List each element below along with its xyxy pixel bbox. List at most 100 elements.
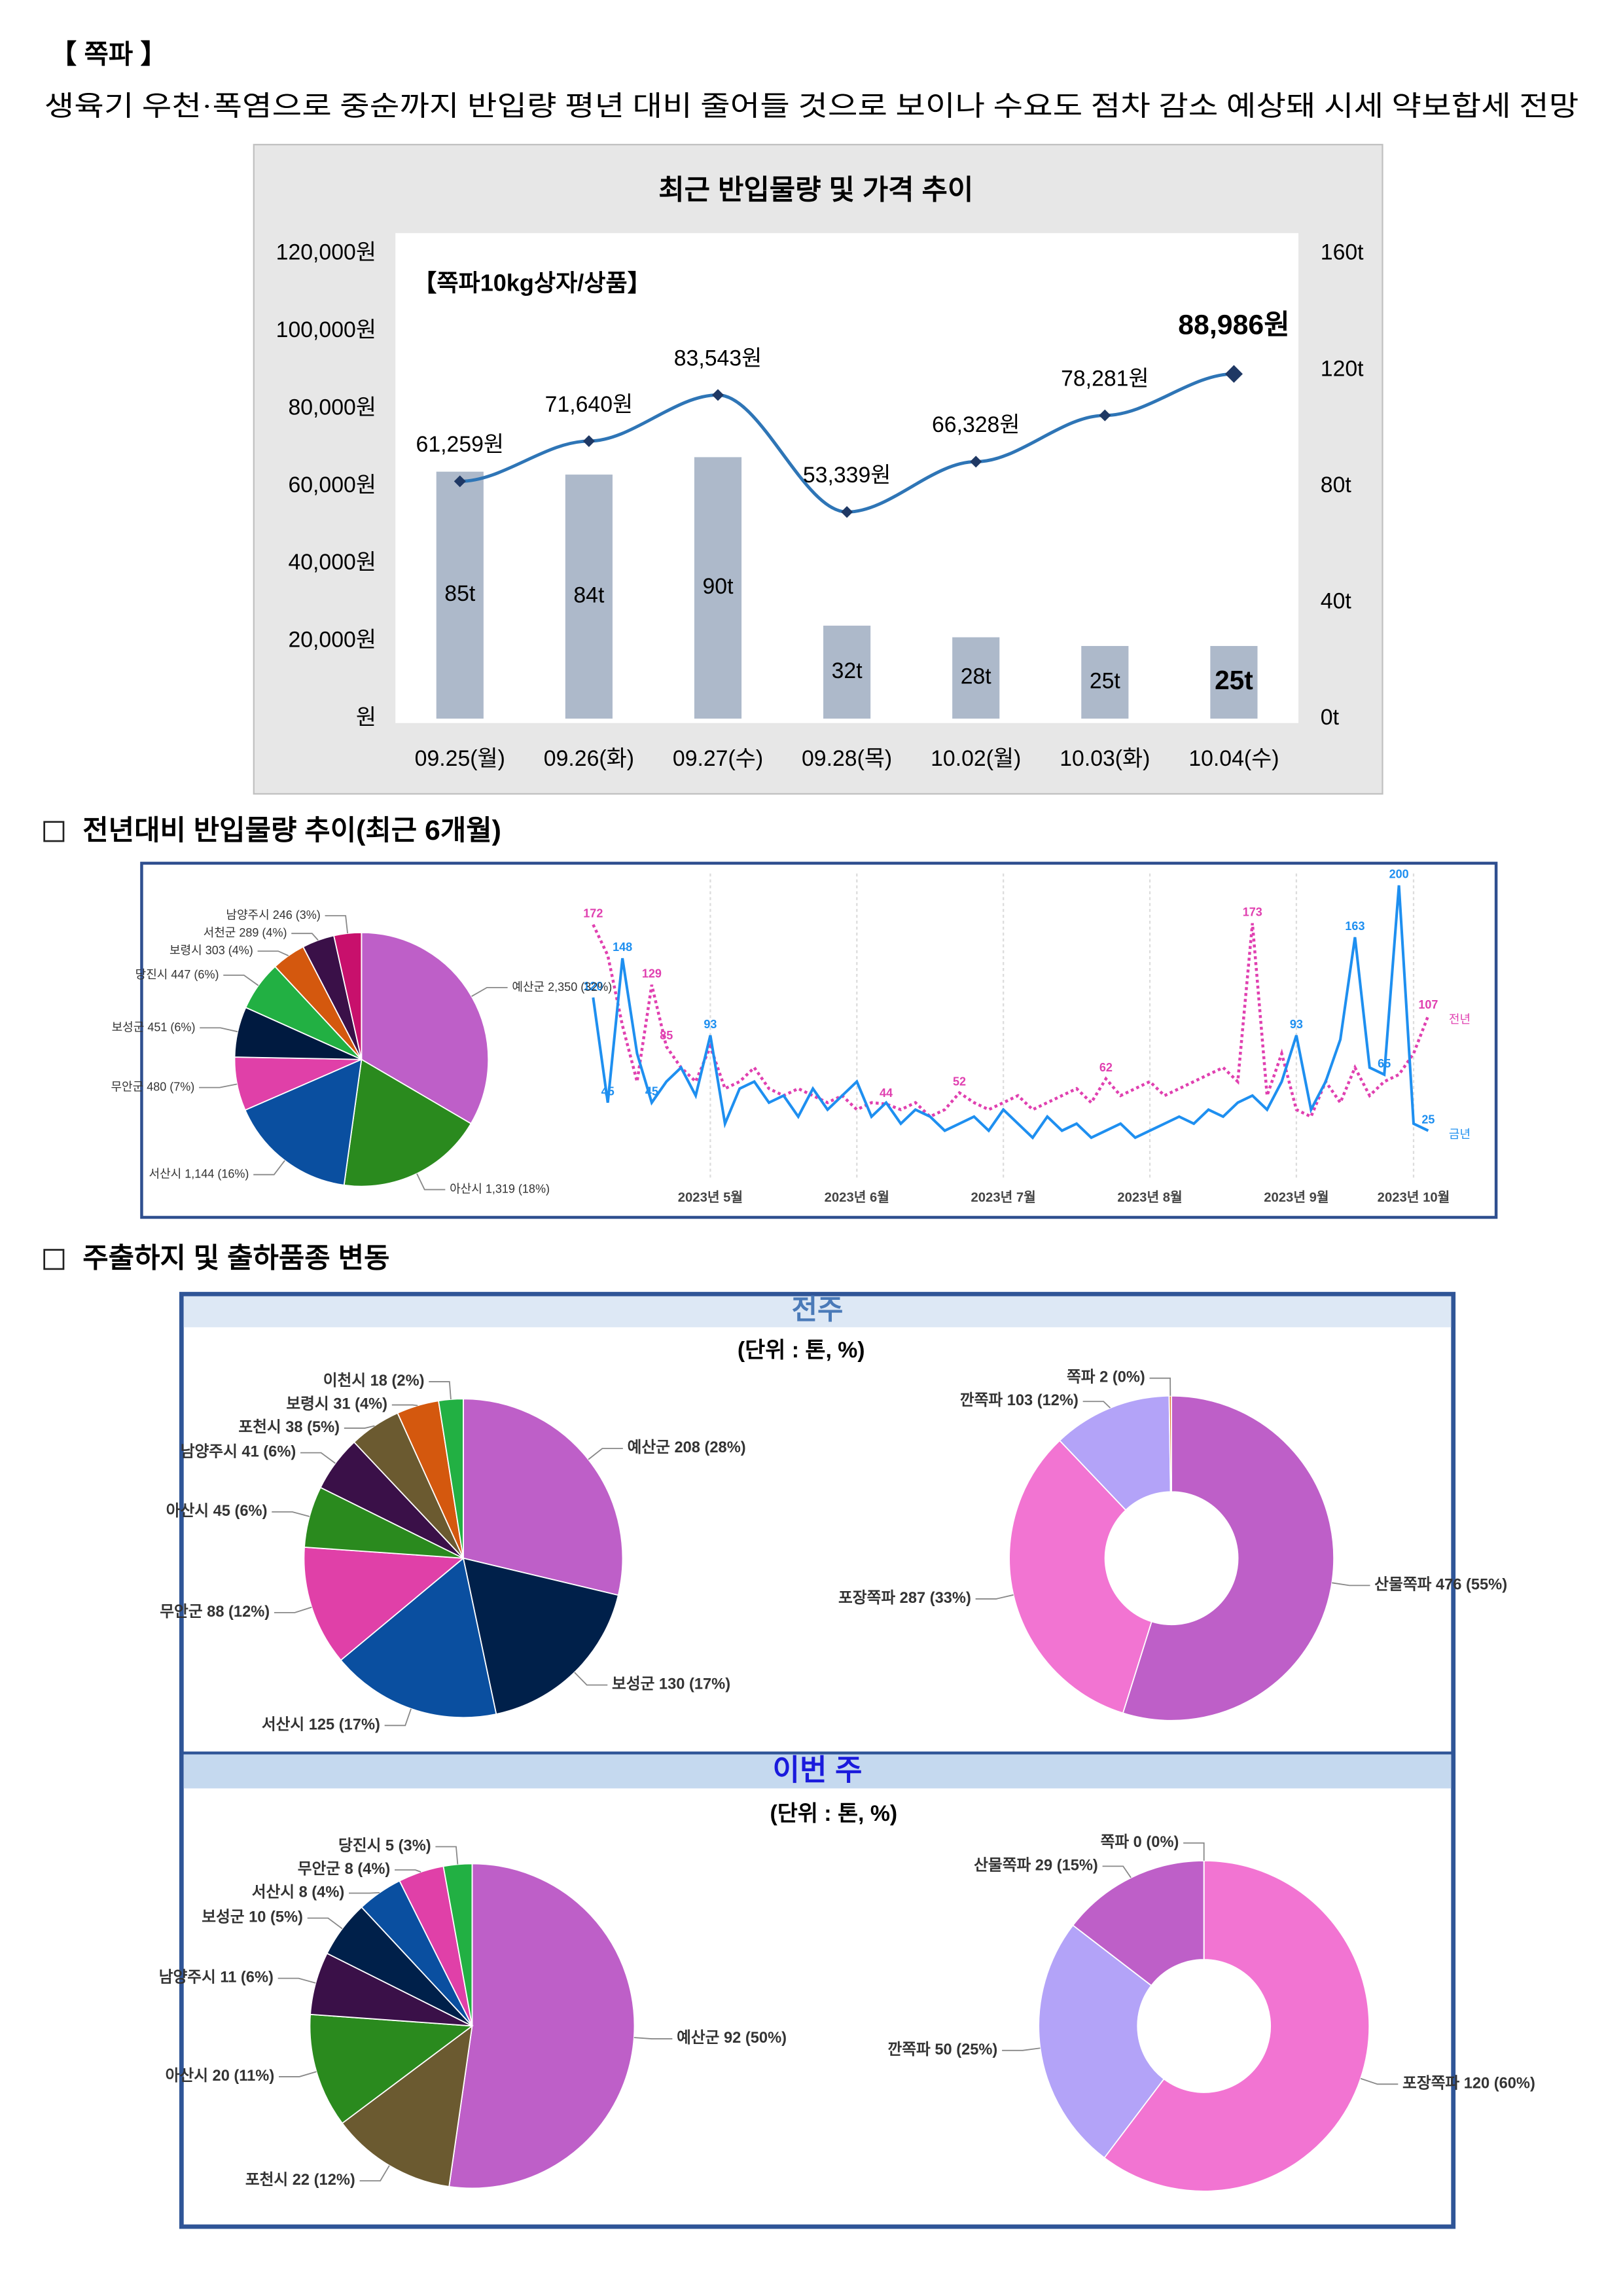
unit-label: (단위 : 톤, %) [738, 1338, 865, 1363]
slice-label: 서천군 289 (4%) [204, 926, 287, 939]
slice-label: 예산군 208 (28%) [628, 1439, 746, 1456]
price-marker [841, 506, 853, 518]
leader-line [1002, 2047, 1041, 2051]
slice-value: 31 (4%) [333, 1396, 387, 1413]
series-line [592, 923, 1430, 1119]
slice-name: 무안군 [298, 1860, 340, 1878]
slice-label: 보성군 10 (5%) [202, 1909, 303, 1926]
point-label: 45 [601, 1085, 615, 1098]
bar-label: 85t [444, 581, 476, 606]
slice-label: 서산시 1,144 (16%) [149, 1167, 249, 1180]
donut-slice [1122, 1395, 1334, 1721]
point-label: 93 [704, 1018, 717, 1031]
slice-label: 남양주시 246 (3%) [226, 908, 320, 922]
pie-slice [341, 2024, 473, 2187]
slice-name: 깐쪽파 [960, 1391, 1003, 1409]
slice-name: 보성군 [202, 1909, 244, 1926]
section-heading: 전년대비 반입물량 추이(최근 6개월) [82, 815, 501, 846]
leader-line [1332, 1582, 1370, 1587]
leader-line [416, 1173, 446, 1191]
bar [436, 471, 484, 719]
x-tick-label: 2023년 7월 [971, 1190, 1035, 1205]
slice-value: 1,144 (16%) [185, 1167, 249, 1180]
x-tick-label: 10.03(화) [1060, 746, 1150, 771]
slice-value: 447 (6%) [171, 968, 219, 981]
series-name: 전년 [1449, 1013, 1471, 1026]
leader-line [1102, 1865, 1132, 1878]
checkbox-icon [43, 821, 65, 842]
bar-label: 25t [1090, 668, 1121, 693]
leader-line [429, 1381, 452, 1400]
price-label: 61,259원 [416, 432, 504, 457]
slice-name: 깐쪽파 [887, 2041, 931, 2058]
slice-value: 50 (25%) [935, 2041, 997, 2058]
slice-name: 보령시 [169, 944, 202, 957]
price-label: 53,339원 [803, 463, 891, 488]
x-tick-label: 09.26(화) [544, 746, 634, 771]
slice-label: 무안군 480 (7%) [111, 1080, 194, 1093]
slice-label: 보성군 130 (17%) [612, 1676, 730, 1693]
y-tick-label: 100,000원 [276, 317, 376, 342]
bar-label: 28t [961, 664, 992, 689]
slice-value: 8 (4%) [345, 1861, 391, 1878]
leader-line [325, 915, 348, 934]
leader-line [1082, 1401, 1111, 1408]
donut-slice [1038, 1924, 1165, 2159]
slice-value: 0 (0%) [1133, 1834, 1179, 1851]
x-tick-label: 2023년 6월 [825, 1190, 889, 1205]
price-marker [1099, 409, 1111, 422]
point-label: 44 [880, 1086, 893, 1100]
slice-value: 8 (4%) [299, 1884, 345, 1901]
x-tick-label: 2023년 10월 [1378, 1190, 1450, 1205]
slice-name: 아산시 [450, 1182, 482, 1195]
leader-line [291, 933, 319, 941]
chart-subtitle: 【쪽파10kg상자/상품】 [413, 270, 651, 296]
leader-line [588, 1448, 623, 1460]
slice-value: 246 (3%) [273, 908, 321, 922]
leader-line [223, 975, 259, 986]
leader-line [272, 1511, 310, 1517]
donut-slice [1008, 1439, 1152, 1714]
panel-title: 전주 [792, 1295, 844, 1326]
y2-tick-label: 160t [1321, 240, 1364, 265]
panel-title: 이번 주 [773, 1753, 863, 1787]
slice-name: 남양주시 [181, 1443, 238, 1461]
pie-slice [244, 1058, 363, 1186]
slice-name: 산물쪽파 [974, 1857, 1031, 1874]
price-label: 66,328원 [932, 412, 1020, 437]
leader-line [975, 1594, 1014, 1600]
x-tick-label: 10.02(월) [931, 746, 1021, 771]
bar-label: 32t [832, 658, 863, 683]
slice-name: 쪽파 [1101, 1833, 1130, 1851]
slice-label: 예산군 2,350 (32%) [512, 980, 612, 994]
slice-label: 남양주시 11 (6%) [159, 1969, 274, 1986]
slice-name: 포천시 [245, 2171, 288, 2189]
unit-label: (단위 : 톤, %) [770, 1801, 897, 1826]
pie-slice [340, 1557, 497, 1719]
slice-name: 남양주시 [226, 908, 269, 922]
y2-tick-label: 40t [1321, 588, 1352, 613]
slice-label: 깐쪽파 50 (25%) [887, 2041, 997, 2058]
y-tick-label: 20,000원 [288, 628, 376, 653]
slice-value: 303 (4%) [205, 944, 253, 957]
slice-value: 88 (12%) [207, 1604, 270, 1621]
slice-name: 예산군 [677, 2029, 719, 2047]
donut-slice [1103, 1860, 1370, 2192]
slice-name: 포장쪽파 [1402, 2075, 1459, 2092]
point-label: 25 [1421, 1113, 1435, 1126]
slice-name: 예산군 [628, 1439, 670, 1456]
x-tick-label: 2023년 8월 [1117, 1190, 1182, 1205]
slice-value: 41 (6%) [241, 1444, 296, 1461]
slice-label: 쪽파 2 (0%) [1067, 1369, 1145, 1386]
slice-value: 287 (33%) [900, 1590, 971, 1607]
leader-line [1183, 1842, 1205, 1861]
pie-slice [343, 1058, 472, 1187]
leader-line [257, 950, 289, 957]
slice-name: 무안군 [111, 1080, 143, 1093]
y2-tick-label: 120t [1321, 356, 1364, 381]
point-label: 65 [1378, 1057, 1391, 1070]
slice-label: 아산시 45 (6%) [166, 1502, 268, 1520]
slice-label: 아산시 20 (11%) [166, 2067, 275, 2085]
bar [1210, 645, 1258, 719]
slice-label: 무안군 8 (4%) [298, 1860, 391, 1878]
